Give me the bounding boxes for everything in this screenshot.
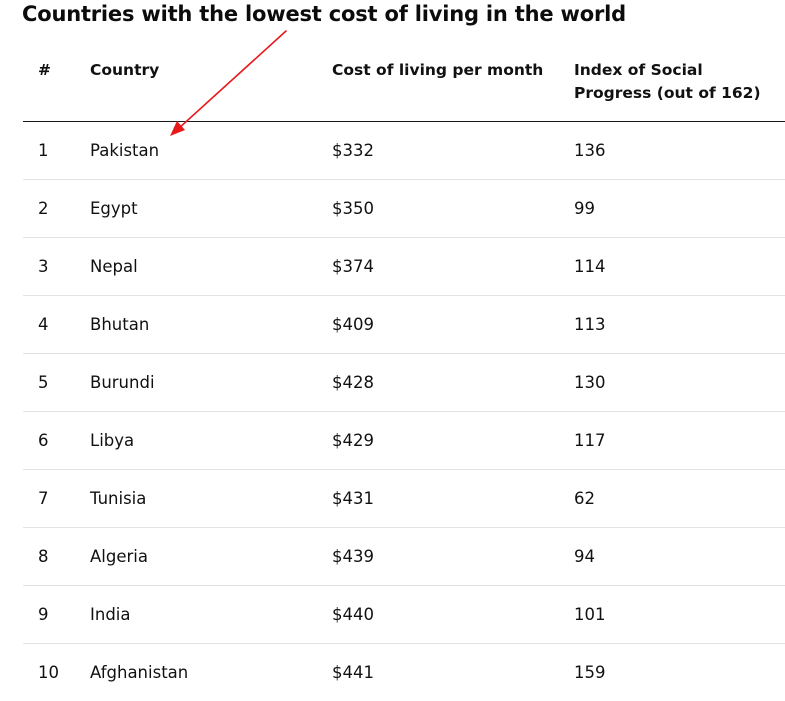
country-cell: Libya bbox=[90, 411, 332, 470]
table-row: 6 Libya $429 117 bbox=[23, 411, 785, 470]
cost-cell: $409 bbox=[332, 295, 574, 354]
rank-cell: 5 bbox=[23, 353, 90, 412]
cost-cell: $374 bbox=[332, 237, 574, 296]
country-cell: India bbox=[90, 585, 332, 644]
index-cell: 114 bbox=[574, 237, 785, 296]
country-cell: Nepal bbox=[90, 237, 332, 296]
rank-cell: 7 bbox=[23, 469, 90, 528]
page-title: Countries with the lowest cost of living… bbox=[22, 2, 626, 26]
country-cell: Bhutan bbox=[90, 295, 332, 354]
country-cell: Pakistan bbox=[90, 121, 332, 180]
cost-cell: $350 bbox=[332, 179, 574, 238]
rank-cell: 2 bbox=[23, 179, 90, 238]
table-row: 2 Egypt $350 99 bbox=[23, 179, 785, 238]
cost-cell: $429 bbox=[332, 411, 574, 470]
header-index: Index of Social Progress (out of 162) bbox=[574, 56, 785, 122]
rank-cell: 4 bbox=[23, 295, 90, 354]
cost-of-living-table: # Country Cost of living per month Index… bbox=[23, 56, 785, 701]
table-row: 9 India $440 101 bbox=[23, 585, 785, 644]
rank-cell: 8 bbox=[23, 527, 90, 586]
country-cell: Afghanistan bbox=[90, 662, 189, 682]
country-cell: Tunisia bbox=[90, 469, 332, 528]
cost-cell: $428 bbox=[332, 353, 574, 412]
table-row: 4 Bhutan $409 113 bbox=[23, 295, 785, 354]
index-cell: 136 bbox=[574, 121, 785, 180]
index-cell: 117 bbox=[574, 411, 785, 470]
index-cell: 94 bbox=[574, 527, 785, 586]
rank-cell: 3 bbox=[23, 237, 90, 296]
table-header-row: # Country Cost of living per month Index… bbox=[23, 56, 785, 122]
index-cell: 101 bbox=[574, 585, 785, 644]
index-cell: 99 bbox=[574, 179, 785, 238]
cost-of-living-table-container: # Country Cost of living per month Index… bbox=[23, 56, 785, 701]
table-body: 1 Pakistan $332 136 2 Egypt $350 99 3 Nepal $374 11… bbox=[23, 121, 785, 701]
cost-cell: $440 bbox=[332, 585, 574, 644]
index-cell: 130 bbox=[574, 353, 785, 412]
country-cell: Burundi bbox=[90, 353, 332, 412]
table-row: 7 Tunisia $431 62 bbox=[23, 469, 785, 528]
cost-cell: $431 bbox=[332, 469, 574, 528]
rank-cell: 6 bbox=[23, 411, 90, 470]
header-rank: # bbox=[23, 56, 90, 122]
table-row: 5 Burundi $428 130 bbox=[23, 353, 785, 412]
table-row: 1 Pakistan $332 136 bbox=[23, 121, 785, 180]
index-cell: 62 bbox=[574, 469, 785, 528]
country-cell: Algeria bbox=[90, 527, 332, 586]
table-row: 3 Nepal $374 114 bbox=[23, 237, 785, 296]
index-cell: 113 bbox=[574, 295, 785, 354]
cost-cell: $441 bbox=[332, 662, 374, 682]
cost-cell: $332 bbox=[332, 121, 574, 180]
index-cell: 159 bbox=[574, 662, 606, 682]
country-cell: Egypt bbox=[90, 179, 332, 238]
rank-cell: 9 bbox=[23, 585, 90, 644]
header-country: Country bbox=[90, 56, 332, 122]
cost-cell: $439 bbox=[332, 527, 574, 586]
rank-cell: 1 bbox=[23, 121, 90, 180]
table-row: 10 Afghanistan $441 159 bbox=[23, 643, 785, 701]
rank-cell: 10 bbox=[38, 662, 59, 682]
table-row: 8 Algeria $439 94 bbox=[23, 527, 785, 586]
header-cost: Cost of living per month bbox=[332, 56, 574, 122]
